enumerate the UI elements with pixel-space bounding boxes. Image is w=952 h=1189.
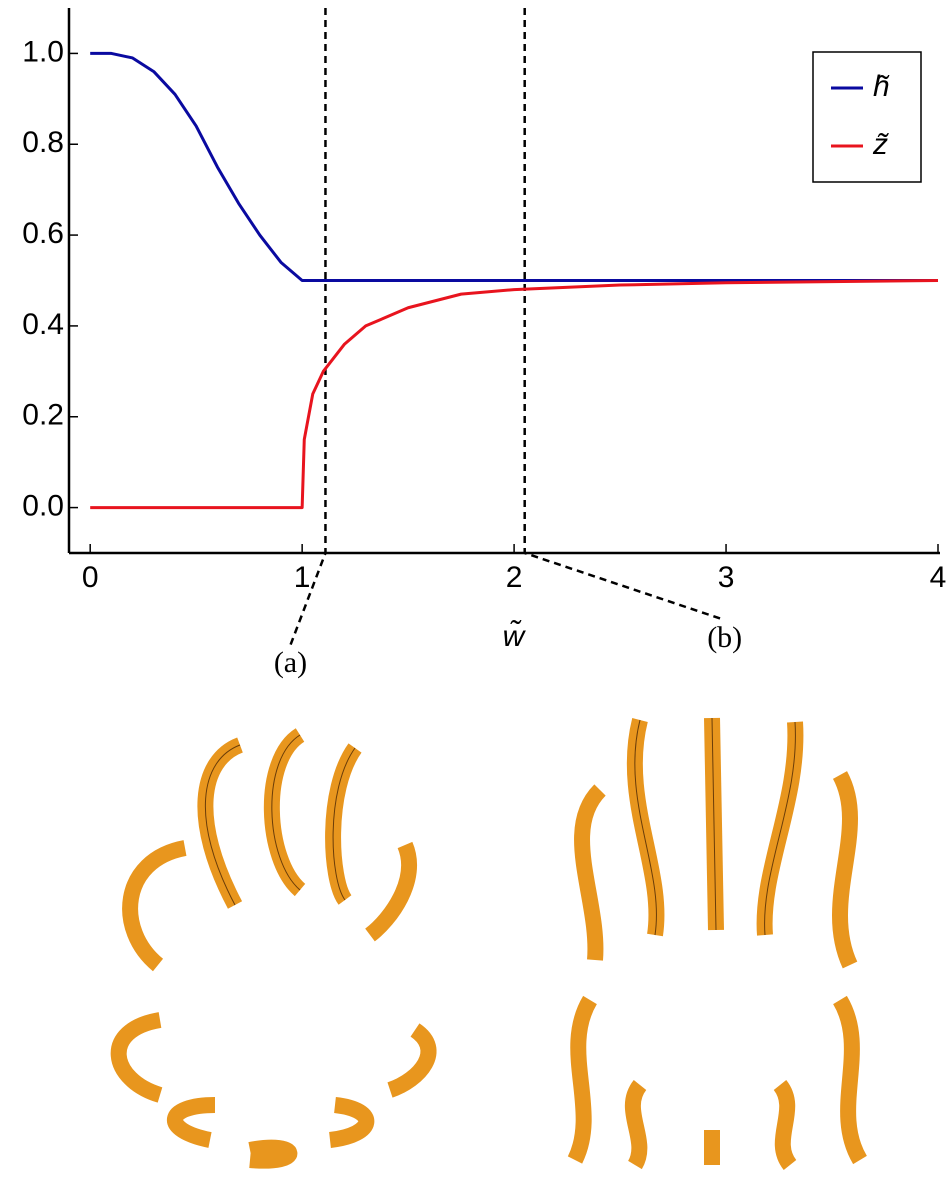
y-tick-label: 0.2 <box>22 399 64 432</box>
y-tick-label: 0.8 <box>22 126 64 159</box>
y-tick-label: 1.0 <box>22 35 64 68</box>
y-tick-label: 0.0 <box>22 490 64 523</box>
series-line <box>90 51 938 282</box>
annotation-label: (b) <box>707 621 742 654</box>
legend-label: z̃ <box>872 128 889 161</box>
series-line <box>90 279 939 510</box>
annotation-label: (a) <box>274 646 307 679</box>
helix-b <box>567 717 868 1170</box>
x-tick-label: 1 <box>294 561 311 594</box>
y-tick-label: 0.4 <box>22 308 64 341</box>
x-tick-label: 3 <box>718 561 735 594</box>
legend-label: h̃ <box>873 70 890 103</box>
x-axis-label: w̃ <box>503 620 527 653</box>
y-tick-label: 0.6 <box>22 217 64 250</box>
legend-box <box>812 51 922 183</box>
x-tick-label: 2 <box>506 561 523 594</box>
helix-illustrations <box>110 717 868 1170</box>
annotation-line <box>289 8 327 646</box>
annotation-line <box>523 8 726 622</box>
x-tick-label: 4 <box>930 561 947 594</box>
helix-a <box>110 728 437 1169</box>
x-tick-label: 0 <box>82 561 99 594</box>
